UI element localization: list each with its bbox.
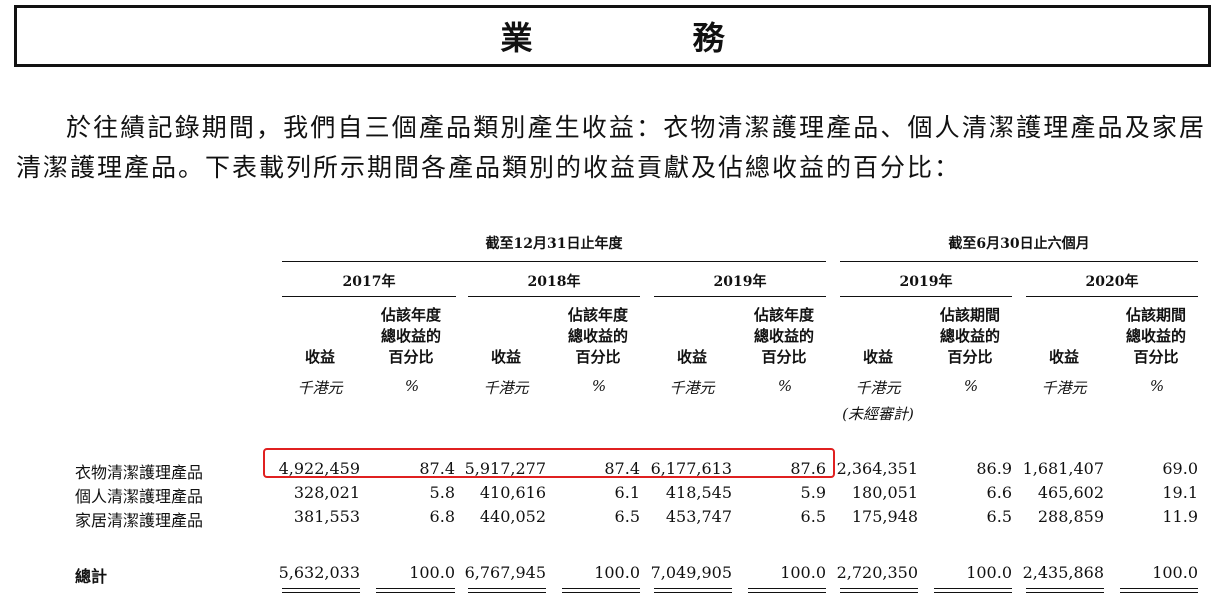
col-header-revenue: 收益 xyxy=(862,348,893,366)
table-cell: 6.5 xyxy=(986,507,1012,526)
table-cell: 87.4 xyxy=(419,459,455,478)
period-header-6m: 截至6月30日止六個月 xyxy=(948,236,1090,252)
table-cell: 1,681,407 xyxy=(1022,459,1104,478)
year-rule-2017 xyxy=(282,296,456,297)
year-header-2019: 2019年 xyxy=(713,274,767,290)
period-header-fy-rule xyxy=(282,261,826,262)
table-cell: 5.9 xyxy=(800,483,826,502)
total-cell: 6,767,945 xyxy=(464,563,546,582)
table-cell: 453,747 xyxy=(665,507,732,526)
year-rule-2019 xyxy=(654,296,826,297)
table-cell: 4,922,459 xyxy=(278,459,360,478)
year-rule-2019-6m xyxy=(840,296,1012,297)
table-cell: 5,917,277 xyxy=(464,459,546,478)
table-cell: 440,052 xyxy=(479,507,546,526)
total-cell: 100.0 xyxy=(966,563,1012,582)
table-cell: 6.5 xyxy=(800,507,826,526)
total-double-rule xyxy=(376,588,455,593)
year-header-2020-6m: 2020年 xyxy=(1085,274,1139,290)
highlight-box xyxy=(263,448,835,478)
col-header-revenue: 收益 xyxy=(304,348,335,366)
period-header-6m-rule xyxy=(840,261,1198,262)
total-double-rule xyxy=(654,588,732,593)
unit-pct: % xyxy=(404,377,420,395)
total-double-rule xyxy=(934,588,1012,593)
table-cell: 418,545 xyxy=(665,483,732,502)
col-header-pct: 佔該期間總收益的百分比 xyxy=(939,306,1000,366)
col-header-pct: 佔該年度總收益的百分比 xyxy=(380,306,441,366)
total-double-rule xyxy=(748,588,826,593)
unit-revenue: 千港元 xyxy=(669,379,715,397)
table-cell: 6,177,613 xyxy=(650,459,732,478)
year-header-2018: 2018年 xyxy=(527,274,581,290)
table-cell: 6.5 xyxy=(614,507,640,526)
total-cell: 100.0 xyxy=(594,563,640,582)
col-header-pct: 佔該期間總收益的百分比 xyxy=(1125,306,1186,366)
table-cell: 465,602 xyxy=(1037,483,1104,502)
col-header-revenue: 收益 xyxy=(490,348,521,366)
table-cell: 2,364,351 xyxy=(836,459,918,478)
table-cell: 175,948 xyxy=(851,507,918,526)
total-double-rule xyxy=(1026,588,1104,593)
total-cell: 100.0 xyxy=(780,563,826,582)
unit-revenue: 千港元 xyxy=(483,379,529,397)
unit-revenue: 千港元 xyxy=(1041,379,1087,397)
section-title-box: 業 務 xyxy=(14,5,1211,67)
period-header-fy: 截至12月31日止年度 xyxy=(485,236,623,252)
year-rule-2018 xyxy=(468,296,640,297)
table-cell: 86.9 xyxy=(976,459,1012,478)
table-cell: 180,051 xyxy=(851,483,918,502)
total-double-rule xyxy=(840,588,918,593)
total-cell: 2,435,868 xyxy=(1022,563,1104,582)
table-cell: 87.4 xyxy=(604,459,640,478)
unit-revenue: 千港元 xyxy=(855,379,901,397)
unit-pct: % xyxy=(777,377,793,395)
total-double-rule xyxy=(1120,588,1198,593)
year-rule-2020-6m xyxy=(1026,296,1198,297)
col-header-pct: 佔該年度總收益的百分比 xyxy=(753,306,814,366)
table-cell: 381,553 xyxy=(293,507,360,526)
total-double-rule xyxy=(468,588,546,593)
table-cell: 11.9 xyxy=(1162,507,1198,526)
unit-revenue: 千港元 xyxy=(297,379,343,397)
col-header-revenue: 收益 xyxy=(1048,348,1079,366)
total-cell: 5,632,033 xyxy=(278,563,360,582)
total-cell: 100.0 xyxy=(409,563,455,582)
row-label: 衣物清潔護理產品 xyxy=(75,463,204,482)
table-cell: 19.1 xyxy=(1162,483,1198,502)
row-label: 家居清潔護理產品 xyxy=(75,511,204,530)
table-cell: 6.1 xyxy=(614,483,640,502)
table-cell: 288,859 xyxy=(1037,507,1104,526)
unaudited-note: (未經審計) xyxy=(842,405,914,423)
total-cell: 100.0 xyxy=(1152,563,1198,582)
year-header-2017: 2017年 xyxy=(342,274,396,290)
table-cell: 410,616 xyxy=(479,483,546,502)
total-double-rule xyxy=(282,588,360,593)
intro-paragraph: 於往績記錄期間，我們自三個產品類別產生收益：衣物清潔護理產品、個人清潔護理產品及… xyxy=(16,113,1206,182)
total-cell: 2,720,350 xyxy=(836,563,918,582)
table-cell: 5.8 xyxy=(429,483,455,502)
unit-pct: % xyxy=(591,377,607,395)
unit-pct: % xyxy=(1149,377,1165,395)
table-cell: 87.6 xyxy=(790,459,826,478)
col-header-revenue: 收益 xyxy=(676,348,707,366)
unit-pct: % xyxy=(963,377,979,395)
section-title: 業 務 xyxy=(500,19,789,57)
total-double-rule xyxy=(562,588,640,593)
col-header-pct: 佔該年度總收益的百分比 xyxy=(567,306,628,366)
table-cell: 328,021 xyxy=(293,483,360,502)
table-cell: 69.0 xyxy=(1162,459,1198,478)
table-cell: 6.8 xyxy=(429,507,455,526)
total-label: 總計 xyxy=(75,567,108,586)
table-cell: 6.6 xyxy=(986,483,1012,502)
total-cell: 7,049,905 xyxy=(650,563,732,582)
year-header-2019-6m: 2019年 xyxy=(899,274,953,290)
row-label: 個人清潔護理產品 xyxy=(75,487,204,506)
